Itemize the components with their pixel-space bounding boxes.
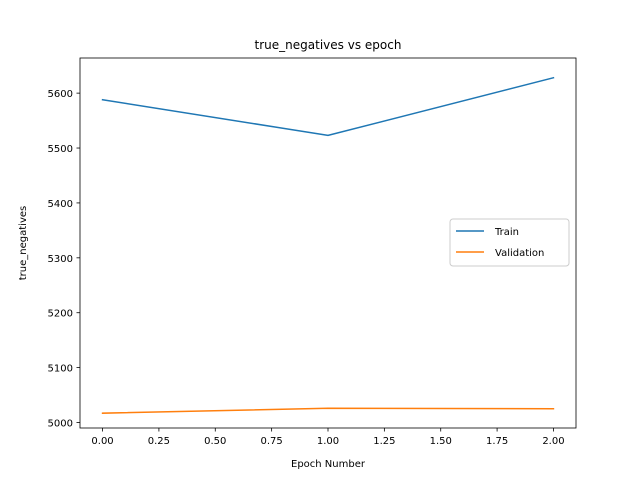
series-line-train: [101, 76, 555, 137]
x-axis-label: Epoch Number: [291, 459, 366, 470]
legend-label-validation: Validation: [495, 248, 544, 259]
x-tick-label: 1.50: [430, 436, 452, 447]
chart-title: true_negatives vs epoch: [255, 38, 402, 52]
x-tick-label: 0.75: [261, 436, 283, 447]
y-tick-label: 5000: [48, 419, 73, 430]
x-tick-label: 0.00: [91, 436, 113, 447]
x-tick-label: 0.50: [204, 436, 226, 447]
y-tick-label: 5600: [48, 89, 73, 100]
y-axis: 5000 5100 5200 5300 5400 5500 5600: [48, 89, 80, 430]
x-axis: 0.00 0.25 0.50 0.75 1.00 1.25 1.50 1.75 2.00: [91, 428, 565, 447]
x-tick-label: 2.00: [542, 436, 564, 447]
y-tick-label: 5100: [48, 364, 73, 375]
y-tick-label: 5300: [48, 254, 73, 265]
x-tick-label: 1.75: [486, 436, 508, 447]
plot-area: [101, 76, 555, 414]
legend-entries: Train Validation: [456, 227, 544, 259]
legend-label-train: Train: [494, 227, 519, 238]
y-tick-label: 5400: [48, 199, 73, 210]
y-axis-label: true_negatives: [18, 206, 29, 280]
x-tick-label: 1.25: [373, 436, 395, 447]
y-tick-label: 5500: [48, 144, 73, 155]
legend: Train Validation: [449, 218, 570, 267]
y-tick-label: 5200: [48, 309, 73, 320]
x-tick-label: 0.25: [148, 436, 170, 447]
x-tick-label: 1.00: [317, 436, 339, 447]
series-line-validation: [101, 407, 555, 414]
